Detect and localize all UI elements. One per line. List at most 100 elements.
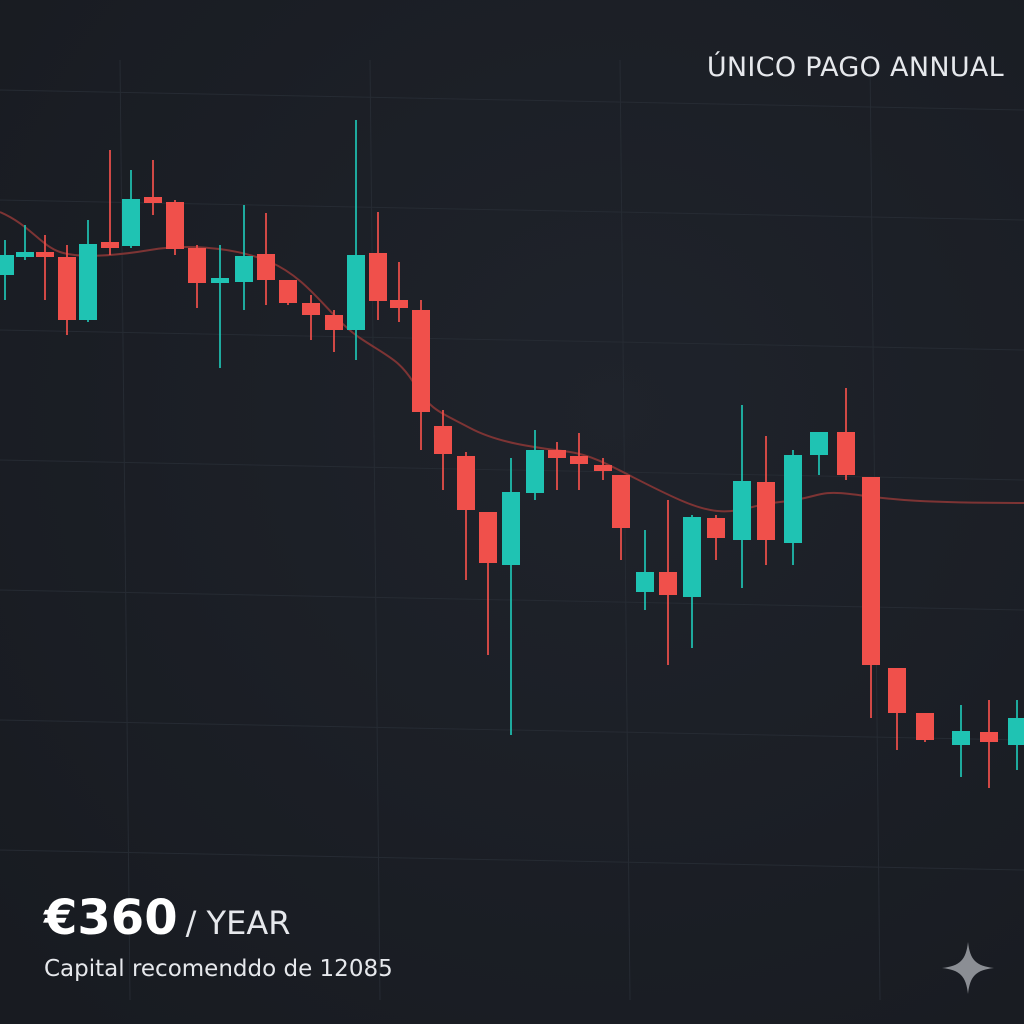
candle — [888, 668, 906, 750]
candle — [479, 512, 497, 655]
candle — [612, 475, 630, 560]
candle-body — [79, 244, 97, 320]
candle-body — [457, 456, 475, 510]
candle — [757, 436, 775, 565]
candle — [548, 442, 566, 490]
candle-body — [683, 517, 701, 597]
candle — [457, 452, 475, 580]
candles — [0, 120, 1024, 788]
candle — [302, 295, 320, 340]
candle-body — [279, 280, 297, 303]
candle-body — [122, 199, 140, 246]
grid-line — [0, 849, 1024, 871]
candle-body — [211, 278, 229, 283]
candle — [683, 515, 701, 648]
candle — [188, 245, 206, 308]
candle-body — [916, 713, 934, 740]
candle — [0, 240, 14, 300]
candle-body — [166, 202, 184, 249]
candle-body — [526, 450, 544, 493]
candle — [707, 515, 725, 560]
candle-body — [36, 252, 54, 257]
candle — [257, 213, 275, 305]
candle — [837, 388, 855, 480]
price-amount: €360 — [44, 890, 178, 946]
capital-note: Capital recomenddo de 12085 — [44, 956, 393, 982]
candle-body — [144, 197, 162, 203]
candle-body — [757, 482, 775, 540]
candle-body — [101, 242, 119, 248]
grid-line — [0, 329, 1024, 351]
grid-line — [119, 59, 131, 1001]
candle — [279, 280, 297, 305]
grid-line — [369, 59, 381, 1001]
candle — [502, 458, 520, 735]
candle — [166, 200, 184, 255]
candle-body — [862, 477, 880, 665]
candle — [58, 245, 76, 335]
candle-body — [235, 256, 253, 282]
candle — [16, 225, 34, 260]
price-period: / YEAR — [185, 904, 291, 942]
candle-body — [347, 255, 365, 330]
candle-body — [707, 518, 725, 538]
candle-body — [659, 572, 677, 595]
candle — [636, 530, 654, 610]
candle-body — [257, 254, 275, 280]
candle — [122, 170, 140, 248]
candle-body — [810, 432, 828, 455]
candle — [980, 700, 998, 788]
candle-body — [325, 315, 343, 330]
plan-label: ÚNICO PAGO ANNUAL — [706, 52, 1004, 83]
candle — [235, 205, 253, 310]
candle — [101, 150, 119, 255]
candle — [810, 432, 828, 475]
candle-body — [16, 252, 34, 257]
candle-body — [479, 512, 497, 563]
candle-body — [888, 668, 906, 713]
candle — [325, 310, 343, 352]
candle-body — [733, 481, 751, 540]
candle — [79, 220, 97, 322]
price: €360/ YEAR — [44, 890, 290, 946]
candle — [784, 450, 802, 565]
candle — [36, 235, 54, 300]
grid-line — [0, 89, 1024, 111]
candle-body — [548, 450, 566, 458]
candle-body — [570, 456, 588, 464]
candle — [862, 477, 880, 718]
candle — [594, 458, 612, 480]
candle-body — [302, 303, 320, 315]
candle-body — [612, 475, 630, 528]
candle-body — [980, 732, 998, 742]
candle — [659, 500, 677, 665]
candle-body — [188, 248, 206, 283]
candle-body — [636, 572, 654, 592]
candle — [526, 430, 544, 500]
candle — [916, 713, 934, 742]
candle — [733, 405, 751, 588]
sparkle-icon — [942, 942, 994, 994]
candle-body — [0, 255, 14, 275]
candle — [211, 245, 229, 368]
moving-average — [0, 211, 1024, 513]
candle — [952, 705, 970, 777]
candle-body — [784, 455, 802, 543]
candle — [434, 410, 452, 490]
candle — [347, 120, 365, 360]
candle — [1008, 700, 1024, 770]
candle-body — [58, 257, 76, 320]
grid-line — [619, 59, 631, 1001]
candle-body — [952, 731, 970, 745]
candle-body — [837, 432, 855, 475]
candle-body — [434, 426, 452, 454]
candle — [369, 212, 387, 320]
candle-body — [1008, 718, 1024, 745]
candle — [390, 262, 408, 322]
candle-body — [369, 253, 387, 301]
candle-body — [502, 492, 520, 565]
candle — [412, 300, 430, 450]
candle-body — [594, 465, 612, 471]
